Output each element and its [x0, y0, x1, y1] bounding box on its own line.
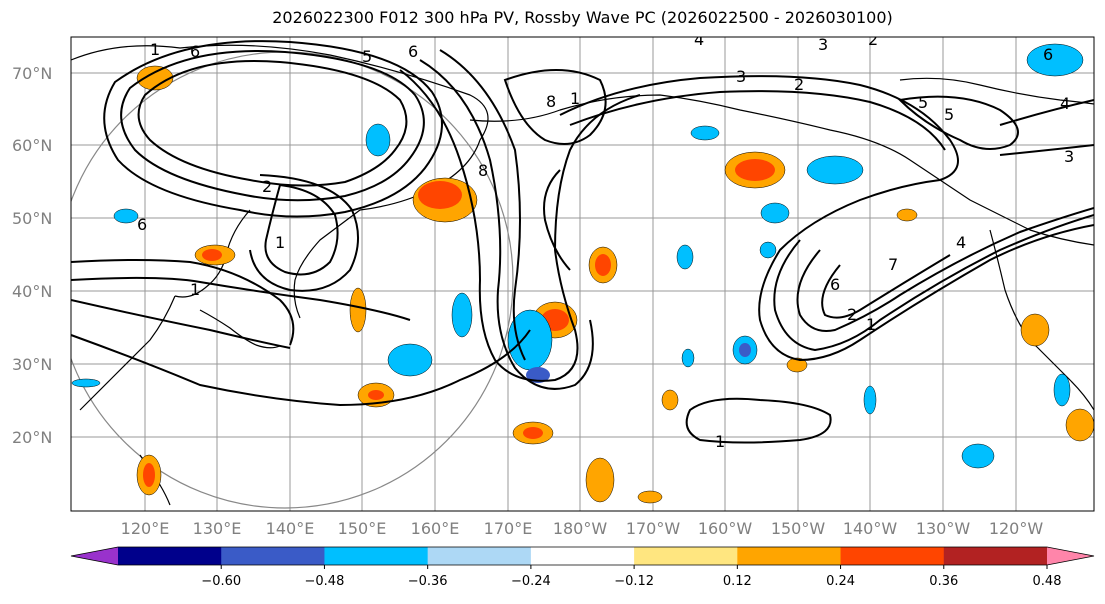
contour-label: 7 — [888, 255, 898, 274]
colorbar-tick-label: 0.36 — [929, 574, 958, 589]
pv-contours — [71, 40, 1094, 444]
contour-label: 5 — [918, 93, 928, 112]
lat-label: 60°N — [12, 136, 52, 155]
colorbar-segment — [634, 547, 738, 565]
colorbar-tick-label: −0.60 — [201, 574, 241, 589]
contour-label: 6 — [830, 275, 840, 294]
lon-label: 170°E — [484, 519, 533, 538]
colorbar-segment — [737, 547, 842, 565]
map-panel — [71, 37, 1094, 511]
contour-label: 6 — [1043, 45, 1053, 64]
colorbar-segment — [530, 547, 635, 565]
lat-label: 50°N — [12, 209, 52, 228]
contour-label: 6 — [190, 42, 200, 61]
contour-label: 2 — [262, 177, 272, 196]
contour-label: 8 — [478, 161, 488, 180]
colorbar-tick-label: −0.24 — [511, 574, 551, 589]
contour-label: 1 — [190, 280, 200, 299]
contour-label: 1 — [150, 40, 160, 59]
lon-label: 160°E — [411, 519, 460, 538]
colorbar-tick-label: 0.24 — [826, 574, 855, 589]
contour-label: 1 — [715, 432, 725, 451]
map-border — [70, 36, 1095, 512]
contour-label: 1 — [275, 233, 285, 252]
colorbar-segment — [943, 547, 1048, 565]
chart-title: 2026022300 F012 300 hPa PV, Rossby Wave … — [272, 8, 893, 27]
colorbar-segment — [1047, 547, 1094, 565]
colorbar-segment — [71, 547, 118, 565]
colorbar-segment — [840, 547, 945, 565]
lat-label: 70°N — [12, 64, 52, 83]
lon-label: 130°W — [916, 519, 971, 538]
colorbar-tick-label: 0.48 — [1033, 574, 1062, 589]
contour-label: 3 — [1064, 147, 1074, 166]
pv-shading — [71, 43, 1094, 504]
colorbar-outline — [70, 546, 1095, 566]
contour-label: 2 — [794, 75, 804, 94]
contour-label: 2 — [868, 30, 878, 49]
contour-label: 1 — [570, 89, 580, 108]
contour-label: 6 — [408, 42, 418, 61]
lon-label: 160°W — [698, 519, 753, 538]
contour-label: 4 — [1060, 94, 1070, 113]
lon-label: 140°E — [266, 519, 315, 538]
contour-label: 3 — [736, 67, 746, 86]
colorbar-segment — [118, 547, 222, 565]
colorbar-tick-label: −0.48 — [305, 574, 345, 589]
latitude-labels: 70°N 60°N 50°N 40°N 30°N 20°N — [12, 64, 52, 447]
colorbar-tick-label: −0.36 — [408, 574, 448, 589]
contour-label: 5 — [362, 47, 372, 66]
lon-label: 120°E — [121, 519, 170, 538]
colorbar: −0.60 −0.48 −0.36 −0.24 −0.12 0.12 0.24 0.36 0.4… — [70, 546, 1095, 589]
colorbar-segment — [427, 547, 532, 565]
contour-label: 2 — [847, 305, 857, 324]
contour-label: 6 — [137, 215, 147, 234]
contour-label: 3 — [818, 35, 828, 54]
contour-label: 1 — [866, 315, 876, 334]
colorbar-segment — [221, 547, 325, 565]
lon-label: 150°E — [338, 519, 387, 538]
colorbar-tick-label: −0.12 — [614, 574, 654, 589]
lat-label: 20°N — [12, 428, 52, 447]
lon-label: 180°W — [553, 519, 608, 538]
lon-label: 140°W — [843, 519, 898, 538]
lat-label: 30°N — [12, 355, 52, 374]
longitude-labels: 120°E 130°E 140°E 150°E 160°E 170°E 180°… — [121, 519, 1044, 538]
contour-labels: 1 6 5 6 4 3 2 8 3 2 5 4 3 8 6 2 5 6 1 1 … — [137, 30, 1074, 451]
contour-label: 5 — [944, 105, 954, 124]
contour-label: 4 — [694, 30, 704, 49]
contour-label: 4 — [956, 233, 966, 252]
colorbar-tick-label: 0.12 — [723, 574, 752, 589]
colorbar-segment — [324, 547, 429, 565]
lon-label: 170°W — [626, 519, 681, 538]
lon-label: 150°W — [771, 519, 826, 538]
lon-label: 120°W — [989, 519, 1044, 538]
contour-label: 8 — [546, 92, 556, 111]
lon-label: 130°E — [193, 519, 242, 538]
lat-label: 40°N — [12, 282, 52, 301]
